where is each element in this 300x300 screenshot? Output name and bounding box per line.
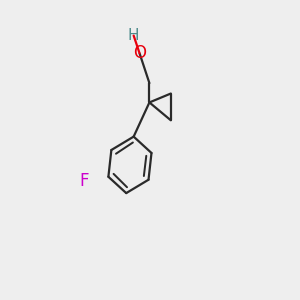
Text: H: H: [128, 28, 140, 43]
Text: O: O: [133, 44, 146, 62]
Text: F: F: [80, 172, 89, 190]
